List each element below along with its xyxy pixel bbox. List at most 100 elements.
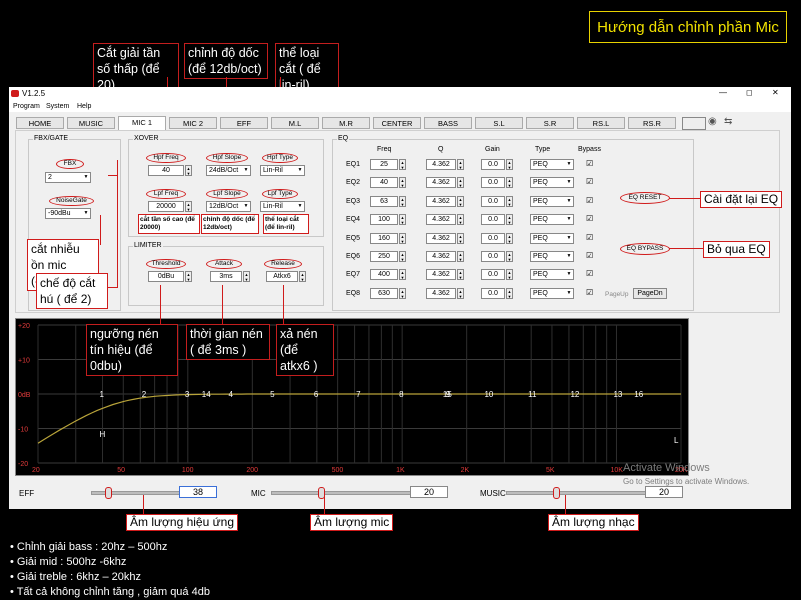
eq-q-field[interactable]: 4.362 [426,214,456,226]
tab-bass[interactable]: BASS [424,117,472,129]
eff-volume-value[interactable]: 38 [179,486,217,498]
eq-q-field[interactable]: 4.362 [426,195,456,207]
eq-q-field[interactable]: 4.362 [426,177,456,189]
eq-freq-field[interactable]: 160 [370,232,398,244]
eq-gain-spinner[interactable]: ▲ ▼ [506,159,513,170]
tab-eff[interactable]: EFF [220,117,268,129]
lpf-freq-spinner[interactable]: ▲ ▼ [185,201,192,212]
eff-volume-thumb[interactable] [105,487,113,499]
eq-bypass-checkbox[interactable]: ☑ [586,251,594,260]
eq-freq-spinner[interactable]: ▲ ▼ [399,232,406,244]
eq-q-spinner[interactable]: ▲ ▼ [457,232,464,244]
lpf-type-select[interactable]: Lin-Ril ▼ [260,201,305,212]
release-field[interactable]: Atkx6 [266,271,298,282]
threshold-spinner[interactable]: ▲ ▼ [185,271,192,282]
eq-gain-spinner[interactable]: ▲ ▼ [506,287,513,299]
eq-gain-field[interactable]: 0.0 [481,159,505,170]
pagedn-button[interactable]: PageDn [633,288,667,299]
eq-gain-field[interactable]: 0.0 [481,287,505,299]
eq-type-select[interactable]: PEQ ▼ [530,195,574,207]
eq-q-field[interactable]: 4.362 [426,269,456,281]
eq-type-select[interactable]: PEQ ▼ [530,214,574,226]
tab-music[interactable]: MUSIC [67,117,115,129]
menu-help[interactable]: Help [77,103,92,110]
eq-q-field[interactable]: 4.362 [426,232,456,244]
music-volume-slider[interactable] [506,491,646,495]
eq-freq-field[interactable]: 63 [370,195,398,207]
mic-volume-thumb[interactable] [318,487,326,499]
tab-rsl[interactable]: RS.L [577,117,625,129]
mic-volume-slider[interactable] [271,491,411,495]
eq-bypass-checkbox[interactable]: ☑ [586,177,594,187]
eq-q-field[interactable]: 4.362 [426,159,456,170]
close-button[interactable]: ✕ [772,88,779,97]
eq-q-spinner[interactable]: ▲ ▼ [457,159,464,170]
eq-freq-spinner[interactable]: ▲ ▼ [399,287,406,299]
eq-freq-field[interactable]: 25 [370,159,398,170]
eq-freq-spinner[interactable]: ▲ ▼ [399,251,406,262]
eq-gain-field[interactable]: 0.0 [481,269,505,281]
eq-freq-field[interactable]: 100 [370,214,398,226]
eq-freq-spinner[interactable]: ▲ ▼ [399,177,406,189]
eq-gain-field[interactable]: 0.0 [481,232,505,244]
eq-gain-spinner[interactable]: ▲ ▼ [506,251,513,262]
fbx-select[interactable]: 2 ▼ [45,172,91,183]
eq-freq-field[interactable]: 40 [370,177,398,189]
tab-ml[interactable]: M.L [271,117,319,129]
eq-type-select[interactable]: PEQ ▼ [530,251,574,262]
pageup-button[interactable]: PageUp [605,291,629,298]
tab-center[interactable]: CENTER [373,117,421,129]
eq-type-select[interactable]: PEQ ▼ [530,232,574,244]
wifi-icon[interactable]: ◉ [708,116,717,127]
tab-sr[interactable]: S.R [526,117,574,129]
eq-freq-field[interactable]: 400 [370,269,398,281]
eq-type-select[interactable]: PEQ ▼ [530,177,574,189]
eq-gain-field[interactable]: 0.0 [481,177,505,189]
lpf-freq-field[interactable]: 20000 [148,201,184,212]
eq-type-select[interactable]: PEQ ▼ [530,269,574,281]
release-spinner[interactable]: ▲ ▼ [299,271,306,282]
tab-rsr[interactable]: RS.R [628,117,676,129]
tab-home[interactable]: HOME [16,117,64,129]
eq-bypass-checkbox[interactable]: ☑ [586,159,594,168]
eq-freq-spinner[interactable]: ▲ ▼ [399,159,406,170]
eq-type-select[interactable]: PEQ ▼ [530,287,574,299]
eq-freq-field[interactable]: 250 [370,251,398,262]
eq-freq-spinner[interactable]: ▲ ▼ [399,195,406,207]
eq-reset-button[interactable]: EQ RESET [620,192,670,204]
mic-volume-value[interactable]: 20 [410,486,448,498]
eq-gain-spinner[interactable]: ▲ ▼ [506,177,513,189]
hpf-type-select[interactable]: Lin-Ril ▼ [260,165,305,176]
eq-freq-spinner[interactable]: ▲ ▼ [399,269,406,281]
tab-mr[interactable]: M.R [322,117,370,129]
eq-gain-field[interactable]: 0.0 [481,214,505,226]
eq-q-spinner[interactable]: ▲ ▼ [457,251,464,262]
hpf-slope-select[interactable]: 24dB/Oct ▼ [206,165,251,176]
eq-q-spinner[interactable]: ▲ ▼ [457,177,464,189]
eq-q-field[interactable]: 4.362 [426,251,456,262]
eq-freq-spinner[interactable]: ▲ ▼ [399,214,406,226]
eq-gain-spinner[interactable]: ▲ ▼ [506,195,513,207]
attack-spinner[interactable]: ▲ ▼ [243,271,250,282]
hpf-freq-field[interactable]: 40 [148,165,184,176]
eq-bypass-checkbox[interactable]: ☑ [586,232,594,242]
tab-sl[interactable]: S.L [475,117,523,129]
eq-q-spinner[interactable]: ▲ ▼ [457,195,464,207]
music-volume-value[interactable]: 20 [645,486,683,498]
music-volume-thumb[interactable] [553,487,561,499]
menu-program[interactable]: Program [13,103,40,110]
eq-gain-spinner[interactable]: ▲ ▼ [506,232,513,244]
eq-type-select[interactable]: PEQ ▼ [530,159,574,170]
attack-field[interactable]: 3ms [210,271,242,282]
tab-mic1[interactable]: MIC 1 [118,116,166,130]
lpf-slope-select[interactable]: 12dB/Oct ▼ [206,201,251,212]
eq-bypass-checkbox[interactable]: ☑ [586,287,594,297]
eq-bypass-checkbox[interactable]: ☑ [586,195,594,205]
eq-bypass-button[interactable]: EQ BYPASS [620,243,670,255]
eq-gain-field[interactable]: 0.0 [481,195,505,207]
eq-q-spinner[interactable]: ▲ ▼ [457,214,464,226]
eq-q-field[interactable]: 4.362 [426,287,456,299]
eq-q-spinner[interactable]: ▲ ▼ [457,287,464,299]
eq-gain-spinner[interactable]: ▲ ▼ [506,269,513,281]
eq-bypass-checkbox[interactable]: ☑ [586,214,594,224]
